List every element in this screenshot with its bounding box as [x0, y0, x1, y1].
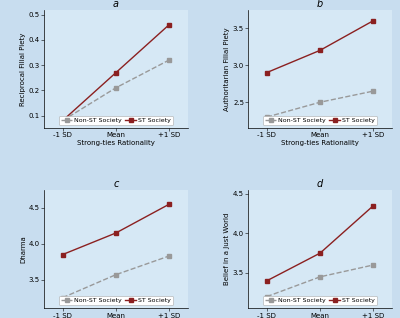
Line: Non-ST Society: Non-ST Society	[60, 253, 172, 300]
ST Society	[114, 71, 118, 74]
Legend: Non-ST Society, ST Society: Non-ST Society, ST Society	[263, 296, 377, 305]
Title: d: d	[317, 179, 323, 189]
Line: Non-ST Society: Non-ST Society	[264, 89, 376, 120]
Y-axis label: Belief in a Just World: Belief in a Just World	[224, 213, 230, 285]
Y-axis label: Reciprocal Filial Piety: Reciprocal Filial Piety	[20, 32, 26, 106]
Title: b: b	[317, 0, 323, 9]
Non-ST Society	[167, 254, 172, 258]
Y-axis label: Authoritarian Filial Piety: Authoritarian Filial Piety	[224, 27, 230, 111]
Legend: Non-ST Society, ST Society: Non-ST Society, ST Society	[263, 116, 377, 125]
X-axis label: Strong-ties Rationality: Strong-ties Rationality	[281, 140, 359, 146]
Non-ST Society	[318, 275, 322, 279]
ST Society	[318, 48, 322, 52]
Non-ST Society	[264, 115, 269, 119]
Non-ST Society	[318, 100, 322, 104]
Line: Non-ST Society: Non-ST Society	[60, 58, 172, 123]
ST Society	[167, 202, 172, 206]
Line: Non-ST Society: Non-ST Society	[264, 263, 376, 299]
ST Society	[264, 71, 269, 74]
ST Society	[318, 251, 322, 255]
Y-axis label: Dharma: Dharma	[20, 235, 26, 263]
ST Society	[60, 252, 65, 256]
Line: ST Society: ST Society	[264, 203, 376, 283]
ST Society	[371, 204, 376, 208]
Non-ST Society	[371, 263, 376, 267]
Title: c: c	[113, 179, 118, 189]
Legend: Non-ST Society, ST Society: Non-ST Society, ST Society	[59, 116, 173, 125]
X-axis label: Strong-ties Rationality: Strong-ties Rationality	[77, 140, 155, 146]
Non-ST Society	[60, 119, 65, 122]
ST Society	[167, 23, 172, 27]
Non-ST Society	[371, 89, 376, 93]
Legend: Non-ST Society, ST Society: Non-ST Society, ST Society	[59, 296, 173, 305]
Non-ST Society	[60, 296, 65, 300]
ST Society	[371, 19, 376, 23]
Line: ST Society: ST Society	[60, 22, 172, 123]
Line: ST Society: ST Society	[60, 202, 172, 257]
Title: a: a	[113, 0, 119, 9]
Non-ST Society	[114, 273, 118, 277]
Non-ST Society	[167, 58, 172, 62]
ST Society	[114, 231, 118, 235]
Line: ST Society: ST Society	[264, 18, 376, 75]
Non-ST Society	[264, 295, 269, 299]
ST Society	[60, 119, 65, 122]
ST Society	[264, 279, 269, 283]
Non-ST Society	[114, 86, 118, 90]
